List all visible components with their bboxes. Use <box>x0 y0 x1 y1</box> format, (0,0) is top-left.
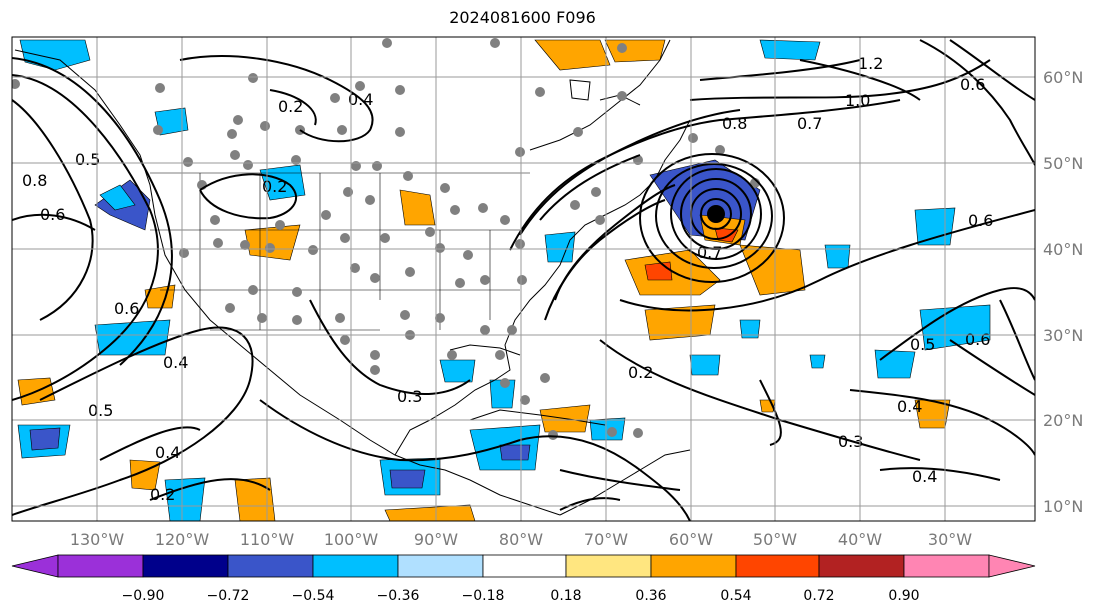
contour-label: 0.4 <box>912 467 937 486</box>
latitude-labels: 60°N 50°N 40°N 30°N 20°N 10°N <box>1043 68 1083 516</box>
contour-label: 0.7 <box>697 243 722 262</box>
contour-label: 0.5 <box>910 335 935 354</box>
contour-label: 0.5 <box>88 401 113 420</box>
lon-label: 100°W <box>324 530 379 549</box>
lon-label: 40°W <box>838 530 882 549</box>
contour-label: 0.2 <box>628 363 653 382</box>
lat-label: 60°N <box>1043 68 1083 87</box>
colorbar-swatch <box>735 554 820 578</box>
lon-label: 90°W <box>414 530 458 549</box>
colorbar-swatch <box>11 554 59 578</box>
contour-label: 1.0 <box>845 91 870 110</box>
colorbar-swatch <box>482 554 567 578</box>
colorbar-swatch <box>650 554 737 578</box>
contour-label: 0.2 <box>262 177 287 196</box>
colorbar-label: −0.36 <box>377 588 420 604</box>
lon-label: 50°W <box>753 530 797 549</box>
colorbar-label: 0.54 <box>720 588 751 604</box>
lat-label: 50°N <box>1043 154 1083 173</box>
contour-label: 0.4 <box>163 353 188 372</box>
contour-label: 0.3 <box>838 432 863 451</box>
political-borders <box>150 172 530 331</box>
contour-label: 0.6 <box>114 299 139 318</box>
lat-label: 30°N <box>1043 326 1083 345</box>
lat-label: 40°N <box>1043 240 1083 259</box>
colorbar-label: −0.18 <box>462 588 505 604</box>
colorbar-label: 0.72 <box>803 588 834 604</box>
lon-label: 70°W <box>584 530 628 549</box>
colorbar-swatch <box>565 554 652 578</box>
contour-label: 0.4 <box>897 397 922 416</box>
colorbar <box>11 554 1036 578</box>
colorbar-swatch <box>397 554 484 578</box>
contour-label: 0.3 <box>397 387 422 406</box>
lat-label: 10°N <box>1043 497 1083 516</box>
colorbar-label: −0.72 <box>207 588 250 604</box>
contour-label: 0.6 <box>965 330 990 349</box>
colorbar-label: −0.90 <box>122 588 165 604</box>
contour-label: 0.8 <box>22 171 47 190</box>
longitude-labels: 130°W 120°W 110°W 100°W 90°W 80°W 70°W 6… <box>70 530 972 549</box>
contour-label: 0.5 <box>75 150 100 169</box>
colorbar-swatch <box>227 554 314 578</box>
contour-label: 0.2 <box>150 485 175 504</box>
station-dots <box>12 38 760 440</box>
colorbar-swatch <box>57 554 144 578</box>
map-panel: 1.2 1.0 0.8 0.7 0.6 0.5 0.4 0.2 0.3 0.2 … <box>12 37 1035 521</box>
contour-label: 0.4 <box>155 443 180 462</box>
colorbar-label: 0.90 <box>888 588 919 604</box>
lon-label: 110°W <box>240 530 295 549</box>
low-pressure-center <box>707 205 725 223</box>
lon-label: 120°W <box>155 530 210 549</box>
colorbar-swatch <box>142 554 229 578</box>
lon-label: 30°W <box>928 530 972 549</box>
colorbar-labels: −0.90 −0.72 −0.54 −0.36 −0.18 0.18 0.36 … <box>122 588 920 604</box>
contour-label: 0.6 <box>968 211 993 230</box>
colorbar-swatch <box>988 554 1036 578</box>
contour-label: 0.6 <box>40 205 65 224</box>
colorbar-swatch <box>818 554 905 578</box>
colorbar-label: 0.36 <box>635 588 666 604</box>
gridlines <box>12 37 1035 521</box>
lat-label: 20°N <box>1043 411 1083 430</box>
contour-label: 1.2 <box>858 54 883 73</box>
colorbar-label: 0.18 <box>550 588 581 604</box>
contour-label: 0.8 <box>722 114 747 133</box>
lon-label: 130°W <box>70 530 125 549</box>
colorbar-swatch <box>312 554 399 578</box>
contour-label: 0.2 <box>278 97 303 116</box>
contour-label: 0.7 <box>797 114 822 133</box>
contour-label: 0.6 <box>960 75 985 94</box>
map-title: 2024081600 F096 <box>449 8 596 27</box>
contour-label: 0.4 <box>348 90 373 109</box>
contour-lines <box>12 39 1035 521</box>
colorbar-swatch <box>903 554 990 578</box>
lon-label: 80°W <box>499 530 543 549</box>
lon-label: 60°W <box>669 530 713 549</box>
colorbar-label: −0.54 <box>292 588 335 604</box>
map-frame <box>11 36 1036 522</box>
shaded-anomalies <box>17 39 991 521</box>
